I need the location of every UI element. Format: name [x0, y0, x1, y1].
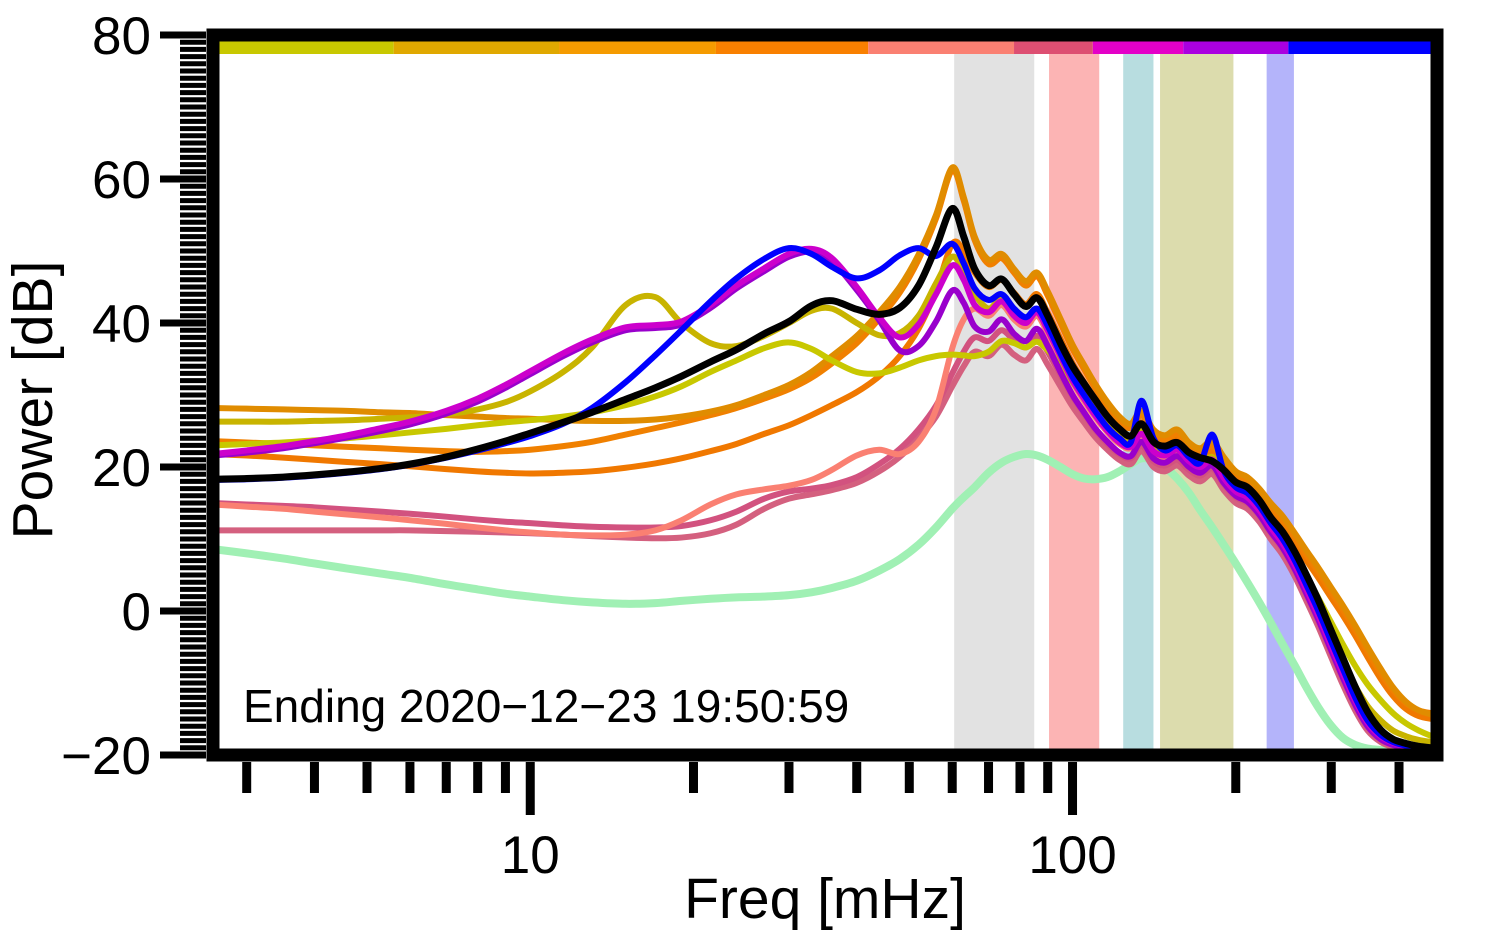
- colorbar-seg-6: [1014, 38, 1093, 54]
- tick-group: [160, 31, 1404, 815]
- band-khaki: [1160, 54, 1234, 755]
- series-line-black-reference: [213, 205, 1436, 752]
- axes-frame: [206, 28, 1444, 762]
- colorbar-seg-7: [1092, 38, 1184, 54]
- annotation-ending-timestamp: Ending 2020−12−23 19:50:59: [243, 680, 849, 732]
- colorbar-seg-4: [715, 38, 869, 54]
- y-axis-label: Power [dB]: [1, 261, 65, 540]
- colorbar-seg-8: [1183, 38, 1289, 54]
- x-axis-label: Freq [mHz]: [684, 867, 966, 931]
- y-tick-label-80: 80: [92, 7, 151, 66]
- y-tick-label-40: 40: [92, 295, 151, 354]
- colorbar-seg-9: [1288, 38, 1437, 54]
- band-gray: [954, 54, 1035, 755]
- x-tick-label-10: 10: [501, 826, 560, 885]
- y-tick-label-20: 20: [92, 439, 151, 498]
- shaded-band-group: [954, 54, 1294, 755]
- colorbar-group: [213, 38, 1437, 54]
- tick-label-group: −20 0 20 40 60 80 10 100: [61, 7, 1117, 885]
- series-line-lightgreen-quiet: [213, 449, 1436, 755]
- y-tick-label-0: 0: [122, 583, 151, 642]
- colorbar-seg-3: [559, 38, 716, 54]
- series-group: [213, 164, 1436, 755]
- y-tick-label--20: −20: [61, 727, 151, 786]
- colorbar-seg-2: [393, 38, 560, 54]
- colorbar-seg-5: [868, 38, 1015, 54]
- colorbar-seg-1: [213, 38, 394, 54]
- y-tick-label-60: 60: [92, 151, 151, 210]
- x-tick-label-100: 100: [1028, 826, 1116, 885]
